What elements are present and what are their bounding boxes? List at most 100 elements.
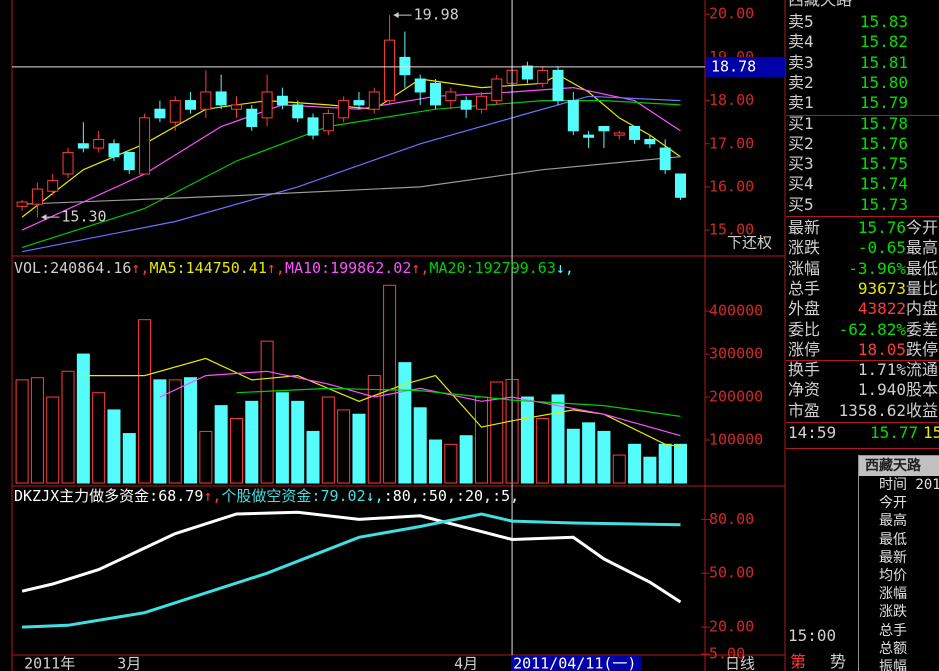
x-tick-label: 3月 bbox=[117, 655, 141, 671]
candle-body bbox=[169, 100, 181, 123]
stat-next-label: 内盘 bbox=[906, 299, 939, 319]
tick-time: 14:59 bbox=[788, 423, 837, 442]
volume-bar bbox=[153, 379, 167, 484]
y-tick-label: 100000 bbox=[709, 431, 763, 449]
volume-bar bbox=[61, 370, 75, 484]
line bbox=[22, 512, 681, 629]
book-label: 买2 bbox=[788, 133, 814, 153]
volume-bar bbox=[337, 409, 351, 484]
book-price: 15.81 bbox=[859, 52, 908, 72]
stat-label: 涨幅 bbox=[788, 258, 821, 278]
stat-next-label: 量比 bbox=[906, 278, 939, 298]
popup-title: 西藏天路 bbox=[859, 456, 939, 476]
volume-bar bbox=[275, 392, 289, 484]
candle-body bbox=[552, 69, 564, 102]
popup-item: 最新 bbox=[879, 549, 907, 566]
book-label: 卖5 bbox=[788, 12, 814, 31]
candle-body bbox=[491, 78, 503, 102]
candle-body bbox=[414, 78, 426, 93]
series-value: 144750.41 bbox=[186, 259, 267, 277]
separator bbox=[786, 448, 939, 449]
tick-volume: 15 bbox=[923, 423, 939, 442]
volume-bar bbox=[566, 428, 580, 484]
series-name: MA5: bbox=[149, 259, 185, 277]
volume-bar bbox=[398, 362, 412, 484]
candle-body bbox=[16, 201, 28, 207]
book-price: 15.74 bbox=[859, 174, 908, 194]
volume-bar bbox=[459, 435, 473, 484]
separator bbox=[786, 422, 939, 423]
book-label: 卖4 bbox=[788, 32, 814, 52]
volume-bar bbox=[107, 409, 121, 484]
stat-next-label: 今开 bbox=[906, 218, 939, 237]
stat-label: 净资 bbox=[788, 380, 821, 400]
line bbox=[21, 74, 681, 218]
candle-body bbox=[185, 100, 197, 110]
series-name: 个股做空资金: bbox=[221, 487, 320, 505]
volume-bar bbox=[383, 284, 397, 484]
volume-bar bbox=[184, 377, 198, 484]
x-tick-label: 4月 bbox=[454, 655, 478, 671]
candle-body bbox=[200, 91, 212, 110]
y-tick-label: 300000 bbox=[709, 345, 763, 363]
candle-body bbox=[613, 132, 625, 136]
candle-body bbox=[475, 95, 487, 110]
series-trend: ↑, bbox=[267, 259, 285, 277]
candle-body bbox=[353, 100, 365, 106]
stat-label: 换手 bbox=[788, 360, 821, 380]
x-tick-label: 2011/04/11(一) bbox=[513, 655, 636, 671]
y-tick-label: 80.00 bbox=[709, 510, 754, 528]
volume-bar bbox=[474, 396, 488, 484]
cursor-date-box bbox=[511, 656, 642, 671]
popup-item: 最高 bbox=[879, 513, 907, 530]
indicator-header: DKZJX主力做多资金:68.79↑,个股做空资金:79.02↓,:80,:50… bbox=[14, 487, 519, 505]
y-tick-label: 200000 bbox=[709, 388, 763, 406]
candle-body bbox=[521, 65, 533, 80]
arrow-head bbox=[393, 12, 399, 19]
indicator-title: DKZJX bbox=[14, 487, 59, 505]
stock-name: 西藏天路 bbox=[788, 0, 852, 10]
candle-body bbox=[154, 108, 166, 119]
stat-value: -0.65 bbox=[857, 238, 906, 258]
candle-body bbox=[675, 173, 687, 198]
series-trend: ↓, bbox=[366, 487, 384, 505]
candle-body bbox=[368, 91, 380, 110]
candle-body bbox=[659, 147, 671, 171]
cursor-label: 18.78 bbox=[711, 57, 756, 75]
stat-label: 外盘 bbox=[788, 299, 821, 319]
annotation-label: 15.30 bbox=[61, 208, 106, 226]
candle-body bbox=[384, 39, 396, 102]
popup-item: 涨幅 bbox=[879, 586, 907, 603]
reference-label: :50, bbox=[420, 487, 456, 505]
candle-body bbox=[215, 91, 227, 106]
book-label: 卖3 bbox=[788, 52, 814, 72]
volume-bar bbox=[122, 433, 136, 484]
candle-body bbox=[583, 134, 595, 138]
stat-value: 1358.62 bbox=[838, 400, 906, 420]
book-label: 买1 bbox=[788, 113, 814, 133]
volume-bar bbox=[582, 422, 596, 484]
volume-bar bbox=[46, 396, 60, 484]
volume-bar bbox=[306, 430, 320, 484]
volume-bar bbox=[628, 443, 642, 484]
series-value: 240864.16 bbox=[50, 259, 131, 277]
volume-bar bbox=[551, 394, 565, 484]
y-tick-label: 15.00 bbox=[709, 221, 754, 239]
popup-item: 振幅 bbox=[879, 659, 907, 671]
candle-body bbox=[31, 188, 43, 205]
stat-next-label: 流通 bbox=[906, 360, 939, 380]
candle-body bbox=[139, 117, 151, 175]
reference-label: :20, bbox=[456, 487, 492, 505]
y-tick-label: 20.00 bbox=[709, 618, 754, 636]
stat-next-label: 委差 bbox=[906, 319, 939, 339]
y-tick-label: 20.00 bbox=[709, 5, 754, 23]
tab: 势 bbox=[830, 652, 847, 671]
reference-label: :80, bbox=[384, 487, 420, 505]
volume-bar bbox=[505, 378, 519, 484]
line bbox=[21, 86, 681, 231]
period-label: 日线 bbox=[725, 655, 755, 671]
book-price: 15.79 bbox=[859, 93, 908, 113]
stat-value: 43822 bbox=[857, 299, 906, 319]
book-price: 15.75 bbox=[859, 154, 908, 174]
